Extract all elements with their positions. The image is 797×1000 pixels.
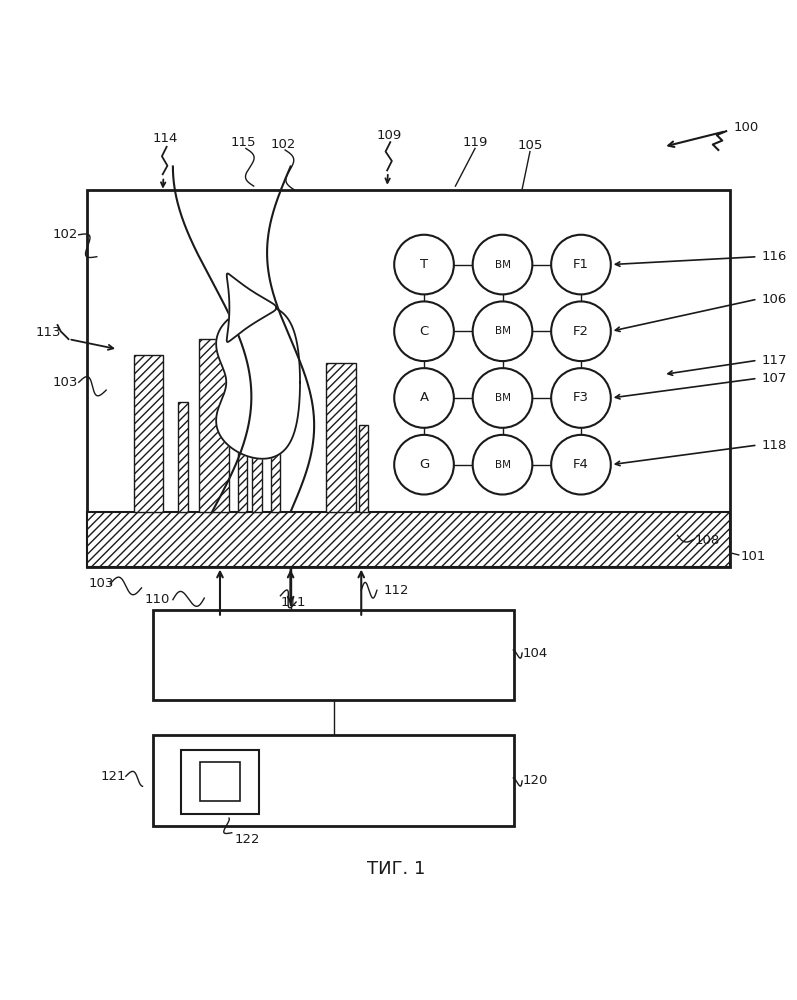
Bar bbox=[326, 363, 355, 512]
Bar bbox=[200, 762, 240, 801]
Text: 117: 117 bbox=[761, 354, 787, 367]
Circle shape bbox=[473, 301, 532, 361]
Text: 104: 104 bbox=[522, 647, 548, 660]
Text: F4: F4 bbox=[573, 458, 589, 471]
Text: 119: 119 bbox=[462, 136, 488, 149]
Circle shape bbox=[473, 235, 532, 294]
Bar bbox=[359, 425, 368, 512]
Bar bbox=[87, 512, 730, 567]
Text: T: T bbox=[420, 258, 428, 271]
Circle shape bbox=[395, 235, 453, 294]
Bar bbox=[179, 402, 188, 512]
Text: 114: 114 bbox=[152, 132, 178, 145]
Bar bbox=[252, 433, 261, 512]
Text: F2: F2 bbox=[573, 325, 589, 338]
Bar bbox=[271, 378, 281, 512]
Text: 113: 113 bbox=[36, 326, 61, 339]
Bar bbox=[87, 190, 730, 567]
Circle shape bbox=[395, 368, 453, 428]
Text: 107: 107 bbox=[761, 372, 787, 385]
Text: 112: 112 bbox=[384, 584, 410, 597]
Text: BM: BM bbox=[494, 393, 511, 403]
Bar bbox=[198, 339, 229, 512]
Bar bbox=[134, 355, 163, 512]
Circle shape bbox=[395, 435, 453, 495]
Text: 100: 100 bbox=[734, 121, 760, 134]
Circle shape bbox=[552, 301, 611, 361]
Text: 109: 109 bbox=[376, 129, 402, 142]
Bar bbox=[238, 402, 247, 512]
Text: 116: 116 bbox=[761, 250, 787, 263]
Circle shape bbox=[395, 301, 453, 361]
Text: 120: 120 bbox=[522, 774, 548, 787]
Circle shape bbox=[552, 368, 611, 428]
Text: 101: 101 bbox=[740, 550, 766, 563]
Text: F1: F1 bbox=[573, 258, 589, 271]
Text: BM: BM bbox=[494, 326, 511, 336]
Bar bbox=[181, 750, 259, 814]
Polygon shape bbox=[227, 273, 277, 342]
Text: C: C bbox=[419, 325, 429, 338]
Text: 110: 110 bbox=[144, 593, 170, 606]
Text: 103: 103 bbox=[88, 577, 113, 590]
Text: 108: 108 bbox=[695, 534, 720, 547]
Text: 105: 105 bbox=[517, 139, 543, 152]
Text: 115: 115 bbox=[231, 136, 257, 149]
Text: 122: 122 bbox=[234, 833, 260, 846]
Bar bbox=[153, 610, 514, 700]
Text: G: G bbox=[419, 458, 429, 471]
Text: A: A bbox=[419, 391, 429, 404]
Text: ΤИГ. 1: ΤИГ. 1 bbox=[367, 860, 426, 878]
Circle shape bbox=[473, 435, 532, 495]
Bar bbox=[153, 735, 514, 826]
Text: BM: BM bbox=[494, 460, 511, 470]
Text: 111: 111 bbox=[281, 596, 306, 609]
Text: 106: 106 bbox=[761, 293, 787, 306]
Circle shape bbox=[552, 235, 611, 294]
Text: 121: 121 bbox=[100, 770, 126, 783]
Text: 103: 103 bbox=[53, 376, 78, 389]
Text: F3: F3 bbox=[573, 391, 589, 404]
Text: BM: BM bbox=[494, 260, 511, 270]
Circle shape bbox=[552, 435, 611, 495]
Circle shape bbox=[473, 368, 532, 428]
Text: 102: 102 bbox=[270, 138, 296, 151]
Text: 102: 102 bbox=[53, 228, 78, 241]
Polygon shape bbox=[216, 306, 300, 459]
Text: 118: 118 bbox=[761, 439, 787, 452]
